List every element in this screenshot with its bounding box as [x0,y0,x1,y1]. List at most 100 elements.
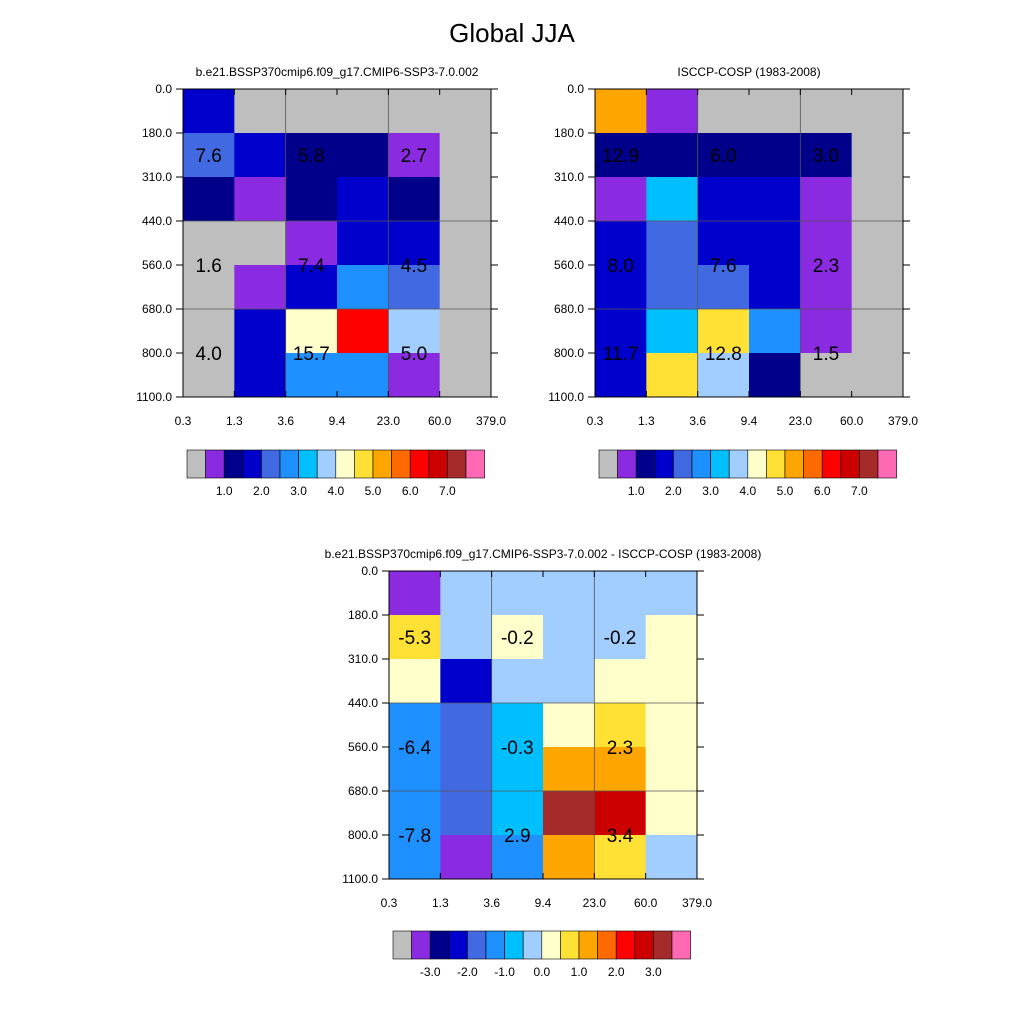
cell-value-label: 5.8 [298,146,324,167]
heatmap-cell [594,659,647,704]
colorbar-label: 5.0 [777,484,794,498]
heatmap-cell [234,177,287,222]
heatmap-cell [749,353,801,398]
colorbar-box [467,930,487,960]
heatmap-cell [234,265,287,310]
heatmap-cell [337,177,389,222]
colorbar-label: -3.0 [420,965,441,979]
heatmap-cell [440,747,493,792]
heatmap-cell [439,221,492,266]
heatmap-cell [851,353,904,398]
x-tick-label: 60.0 [634,896,658,910]
heatmap-cell [749,265,801,310]
heatmap-cell [183,353,235,398]
panel-3: b.e21.BSSP370cmip6.f09_g17.CMIP6-SSP3-7.… [325,547,762,979]
colorbar-label: -1.0 [494,965,515,979]
panel-title: b.e21.BSSP370cmip6.f09_g17.CMIP6-SSP3-7.… [196,65,479,79]
heatmap-cell [594,571,647,616]
y-tick-label: 1100.0 [548,390,584,404]
colorbar-label: 6.0 [814,484,831,498]
colorbar-label: 1.0 [628,484,645,498]
colorbar-box [821,449,842,479]
x-tick-label: 9.4 [741,414,758,428]
heatmap-cell [337,265,389,310]
heatmap-cell [646,177,699,222]
heatmap-cell [543,571,595,616]
heatmap-cell [697,177,750,222]
heatmap-cell [595,133,647,178]
heatmap-cell [285,221,338,266]
heatmap-cell [851,309,904,354]
colorbar-box [635,449,656,479]
heatmap-cell [646,353,699,398]
colorbar-box [654,449,674,479]
colorbar-box [578,930,598,960]
y-tick-label: 560.0 [554,258,584,272]
x-tick-label: 1.3 [432,896,449,910]
heatmap-cell [851,221,904,266]
cell-value-label: 12.9 [602,146,639,167]
colorbar-box [447,449,467,479]
heatmap-cell [491,747,544,792]
colorbar-label: -2.0 [457,965,478,979]
x-tick-label: 60.0 [428,414,452,428]
heatmap-cell [388,309,441,354]
heatmap-cell [491,615,544,660]
cell-value-label: -6.4 [398,738,431,759]
heatmap-cell [234,309,287,354]
heatmap-cell [234,221,287,266]
colorbar-box [465,449,485,479]
heatmap-cell [697,221,750,266]
colorbar-label: 5.0 [365,484,382,498]
y-tick-label: 180.0 [348,608,378,622]
heatmap-cell [439,309,492,354]
heatmap-cell [645,791,698,836]
heatmap-cell [595,265,647,310]
heatmap-cell [645,703,698,748]
x-tick-label: 23.0 [789,414,813,428]
colorbar-box [392,930,412,960]
heatmap-cell [543,835,595,880]
heatmap-cell [594,835,647,880]
x-tick-label: 9.4 [535,896,552,910]
colorbar-box [877,449,897,479]
heatmap-cell [439,265,492,310]
heatmap-cell [183,133,235,178]
colorbar-box [673,449,693,479]
colorbar-label: 7.0 [851,484,868,498]
heatmap-cell [388,177,441,222]
heatmap-cell [439,133,492,178]
heatmap-cell [491,791,544,836]
y-tick-label: 0.0 [155,82,172,96]
heatmap-cell [595,177,647,222]
colorbar-box [298,449,318,479]
x-tick-label: 0.3 [587,414,604,428]
x-tick-label: 60.0 [840,414,864,428]
y-tick-label: 0.0 [567,82,584,96]
colorbar-label: 0.0 [533,965,550,979]
colorbar-box [428,449,448,479]
heatmap-cell [645,835,698,880]
colorbar-box [522,930,543,960]
heatmap-cell [491,835,544,880]
colorbar-box [429,930,450,960]
heatmap-cell [388,133,441,178]
x-tick-label: 379.0 [476,414,506,428]
heatmap-cell [594,703,647,748]
colorbar-label: 7.0 [439,484,456,498]
y-tick-label: 560.0 [142,258,172,272]
heatmap-cell [800,177,853,222]
cell-value-label: 7.6 [710,256,736,277]
heatmap-cell [389,571,441,616]
x-tick-label: 3.6 [483,896,500,910]
heatmap-cell [389,659,441,704]
colorbar-box [205,449,225,479]
heatmap-cell [389,703,441,748]
heatmap-cell [337,221,389,266]
y-tick-label: 1100.0 [342,872,378,886]
colorbar-box [840,449,860,479]
colorbar-box [411,930,431,960]
cell-value-label: -7.8 [398,826,431,847]
heatmap-cell [491,571,544,616]
cell-value-label: 12.8 [705,344,742,365]
